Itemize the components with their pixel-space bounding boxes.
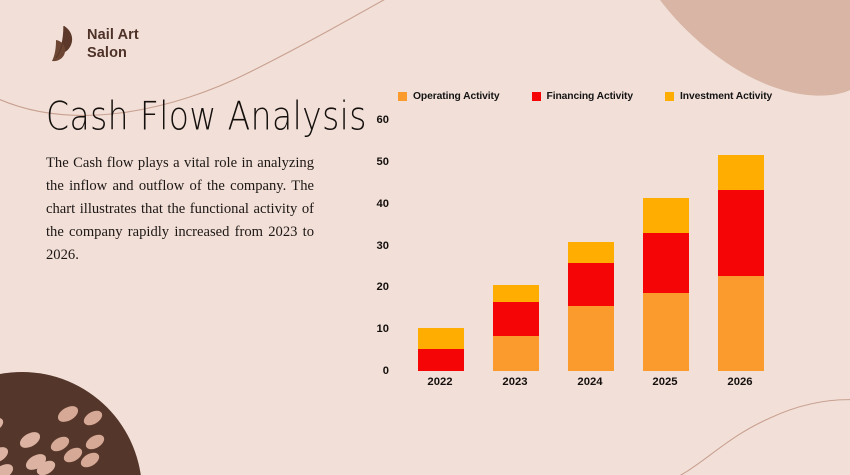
bar-group-2023[interactable] (493, 284, 539, 371)
legend-label: Operating Activity (413, 91, 500, 102)
legend-swatch-icon (665, 92, 675, 101)
bar-segment[interactable] (718, 155, 764, 190)
bar-segment[interactable] (643, 232, 689, 294)
bar-segment[interactable] (493, 336, 539, 371)
bar-segment[interactable] (493, 301, 539, 337)
footer-curve (679, 399, 850, 475)
x-axis-tick: 2023 (502, 376, 528, 388)
x-axis-tick: 2025 (652, 376, 678, 388)
x-axis: 2022 2023 2024 2025 2026 (397, 376, 797, 396)
bar-group-2025[interactable] (643, 198, 689, 371)
x-axis-tick: 2026 (727, 376, 753, 388)
page-title: Cash Flow Analysis (46, 93, 367, 140)
bar-segment[interactable] (418, 349, 464, 371)
x-axis-tick: 2024 (577, 376, 603, 388)
body-paragraph: The Cash flow plays a vital role in anal… (46, 155, 314, 264)
y-axis-tick: 20 (376, 281, 389, 294)
legend-label: Financing Activity (546, 91, 634, 102)
legend-item-operating[interactable]: Operating Activity (398, 91, 500, 102)
y-axis-tick: 40 (376, 197, 389, 210)
bar-segment[interactable] (568, 263, 614, 307)
brand-logo: Nail Art Salon (44, 24, 139, 66)
bar-group-2024[interactable] (568, 241, 614, 371)
y-axis-tick: 0 (382, 365, 389, 377)
y-axis: 60 50 40 30 20 10 0 (355, 112, 389, 377)
bar-segment[interactable] (493, 284, 539, 302)
plot-area (397, 112, 797, 371)
butterfly-icon (52, 25, 73, 62)
bar-segment[interactable] (568, 306, 614, 371)
y-axis-tick: 60 (376, 114, 389, 126)
legend-item-investment[interactable]: Investment Activity (665, 91, 772, 102)
stacked-bar-chart: 60 50 40 30 20 10 0 2022 2023 2024 2025 … (355, 112, 825, 392)
x-axis-tick: 2022 (427, 376, 453, 388)
y-axis-tick: 10 (376, 323, 389, 336)
dot-cluster-tan (50, 406, 105, 468)
bar-segment[interactable] (718, 189, 764, 277)
dot-cluster-light (0, 417, 56, 475)
y-axis-tick: 50 (376, 155, 389, 168)
bar-segment[interactable] (568, 241, 614, 264)
bar-segment[interactable] (418, 327, 464, 350)
legend-item-financing[interactable]: Financing Activity (531, 91, 634, 102)
chart-legend: Operating Activity Financing Activity In… (398, 91, 772, 102)
bar-segment[interactable] (643, 293, 689, 371)
bar-group-2022[interactable] (418, 327, 464, 371)
brand-name: Nail Art Salon (87, 27, 139, 61)
top-right-blob-lower (700, 0, 850, 89)
legend-swatch-icon (398, 92, 407, 101)
bottom-left-circle (0, 372, 141, 475)
legend-swatch-icon (531, 92, 541, 101)
y-axis-tick: 30 (376, 239, 389, 252)
legend-label: Investment Activity (680, 91, 773, 102)
bar-group-2026[interactable] (718, 155, 764, 371)
bar-segment[interactable] (718, 276, 764, 371)
top-right-blob (660, 0, 850, 96)
bar-segment[interactable] (643, 198, 689, 233)
